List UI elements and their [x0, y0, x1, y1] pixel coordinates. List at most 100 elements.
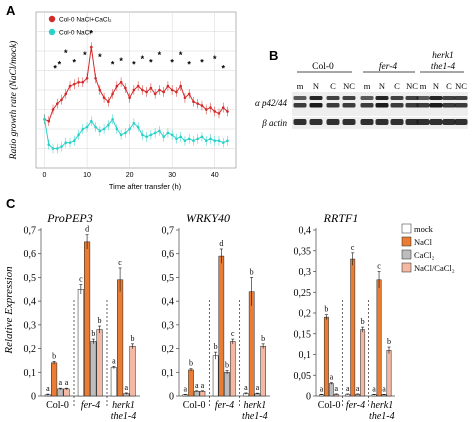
group-label: the1-4 [242, 411, 268, 422]
line-x-tick-label: 10 [83, 172, 91, 179]
line-point [115, 84, 119, 88]
line-x-axis-label: Time after transfer (h) [109, 182, 182, 191]
line-point [162, 90, 165, 94]
blot-lane-label: NC [455, 81, 467, 91]
blot-lane-label: C [330, 81, 336, 91]
line-point [132, 121, 136, 125]
significance-star: * [64, 48, 68, 58]
line-point [98, 129, 102, 133]
blot-band-p44 [390, 96, 404, 100]
line-point [68, 141, 72, 144]
bar-y-tick-label: 0,1 [24, 368, 37, 379]
significance-star: * [119, 56, 123, 66]
line-point [85, 125, 89, 129]
group-label: fer-4 [215, 400, 234, 411]
bar-y-tick-label: 0,1 [299, 350, 312, 361]
line-point [81, 80, 85, 84]
line-point [119, 133, 123, 137]
significance-letter: b [387, 337, 391, 346]
blot-band-p42 [405, 103, 419, 108]
group-label: Col-0 [318, 400, 341, 411]
significance-star: * [58, 60, 62, 70]
line-y-axis-label: Ratio growth rate (NaCl/mock) [8, 41, 19, 161]
blot-band-p44 [360, 96, 374, 100]
group-label: herk1 [370, 400, 393, 411]
blot-band-p42 [293, 103, 307, 108]
line-point [47, 143, 51, 146]
blot-band-p42 [390, 103, 404, 108]
line-point [128, 96, 131, 100]
line-point [149, 86, 153, 90]
bar-y-tick-label: 0,3 [24, 320, 37, 331]
blot-lane-label: m [364, 81, 371, 91]
bar-y-tick-label: 0,5 [24, 273, 37, 284]
line-point [128, 127, 131, 131]
panel-label-a: A [6, 3, 16, 18]
blot-band-actin [375, 119, 389, 125]
bar-y-tick-label: 0 [306, 392, 311, 403]
line-point [94, 77, 97, 80]
line-point [213, 110, 217, 113]
significance-letter: b [261, 334, 265, 343]
blot-band-p42 [375, 103, 389, 108]
line-point [226, 110, 229, 113]
line-point [60, 98, 63, 102]
line-point [183, 139, 187, 142]
group-label: the1-4 [111, 411, 137, 422]
line-point [192, 100, 195, 103]
blot-band-actin [293, 119, 307, 125]
line-point [175, 90, 178, 94]
line-point [64, 141, 68, 144]
significance-letter: b [324, 305, 328, 314]
line-point [94, 125, 97, 129]
line-point [166, 131, 170, 135]
significance-star: * [221, 64, 225, 74]
significance-star: * [83, 50, 87, 60]
blot-band-actin [454, 119, 468, 125]
group-label: fer-4 [81, 400, 100, 411]
line-point [187, 92, 191, 96]
bar-y-tick-label: 0,6 [162, 249, 175, 260]
legend-label-0: Col-0 NaCl+CaCl₂ [59, 17, 112, 24]
significance-letter: a [184, 384, 188, 393]
significance-letter: a [335, 384, 339, 393]
blot-band-actin [326, 119, 340, 125]
blot-band-actin [390, 119, 404, 125]
bar-y-tick-label: 0,7 [162, 226, 175, 237]
group-label: herk1 [243, 400, 266, 411]
significance-star: * [179, 50, 183, 60]
line-point [200, 104, 204, 107]
blot-lane-label: m [420, 81, 427, 91]
line-point [77, 133, 80, 137]
line-point [141, 133, 144, 137]
panel-label-c: C [6, 196, 16, 211]
bar [188, 369, 194, 397]
line-point [158, 129, 161, 133]
line-point [209, 137, 212, 141]
significance-letter: a [59, 378, 63, 387]
significance-letter: b [98, 316, 102, 325]
significance-letter: b [361, 317, 365, 326]
line-point [124, 86, 127, 90]
significance-letter: a [256, 383, 260, 392]
line-point [149, 133, 153, 137]
line-point [72, 82, 76, 86]
blot-band-p42 [326, 103, 340, 108]
bar-y-tick-label: 0,2 [24, 344, 37, 355]
blot-band-p44 [326, 96, 340, 100]
significance-letter: a [244, 383, 248, 392]
significance-letter: b [131, 334, 135, 343]
significance-letter: b [189, 359, 193, 368]
legend-label-1: Col-0 NaCl [59, 30, 91, 37]
significance-letter: a [330, 373, 334, 382]
blot-lane-label: C [394, 81, 400, 91]
line-point [132, 88, 136, 92]
bar [96, 329, 103, 397]
bar [77, 289, 84, 397]
bar [218, 255, 225, 397]
line-point [107, 123, 110, 127]
line-point [68, 84, 72, 88]
line-x-tick-label: 30 [168, 172, 176, 179]
